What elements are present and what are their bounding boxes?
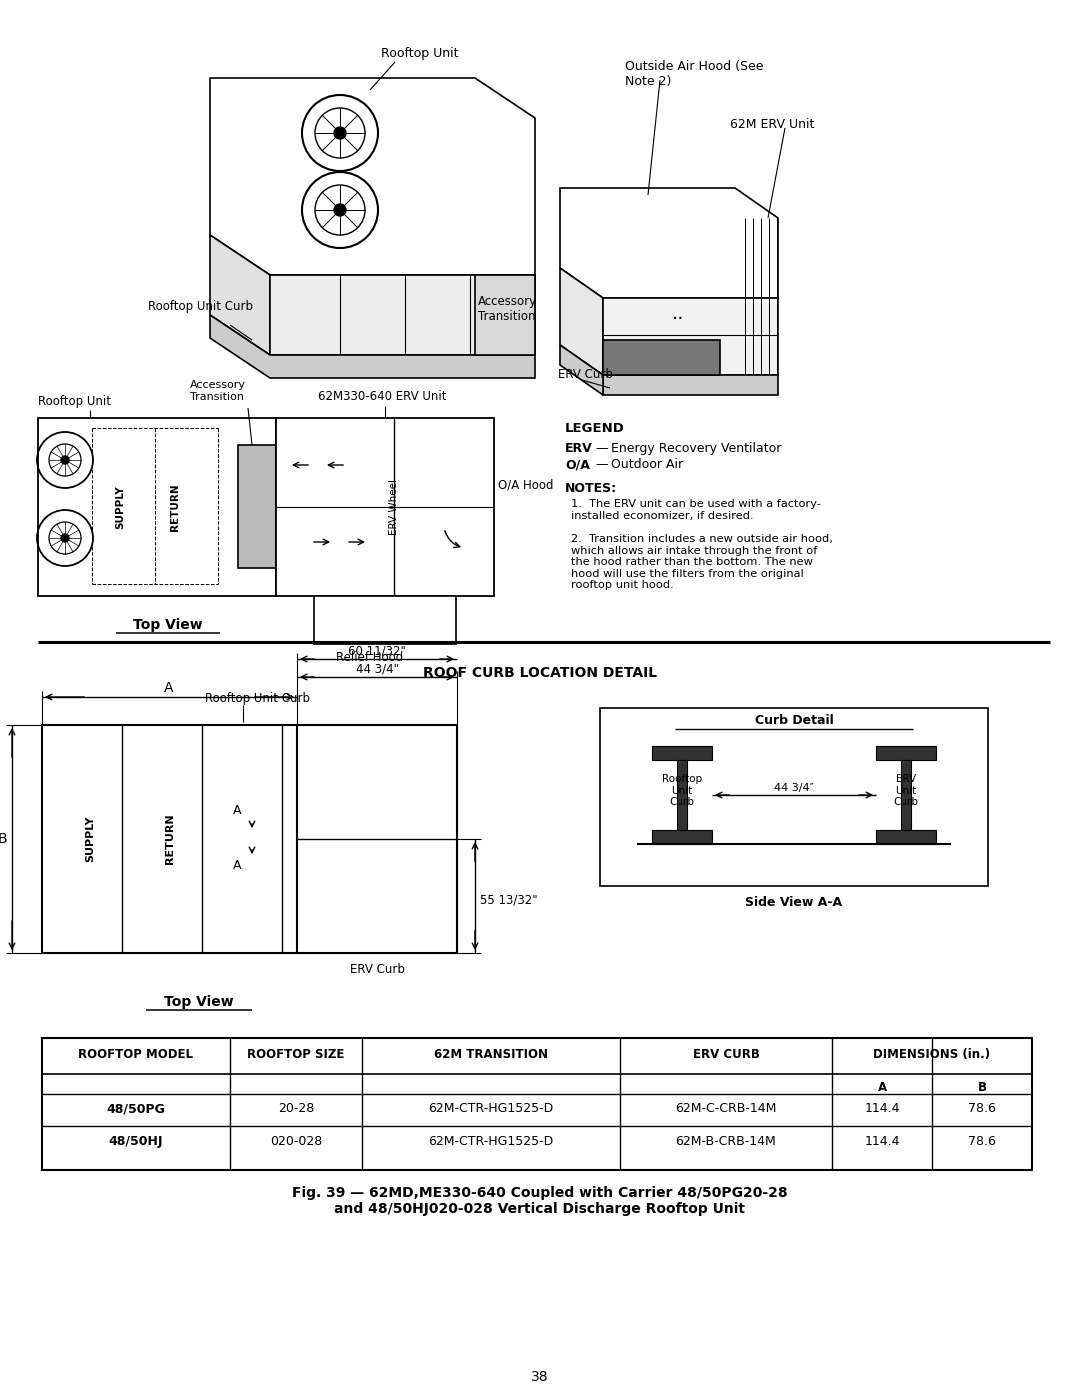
Text: Top View: Top View	[133, 617, 203, 631]
Bar	[652, 830, 712, 844]
Text: 2.  Transition includes a new outside air hood,
which allows air intake through : 2. Transition includes a new outside air…	[571, 534, 833, 591]
Text: NOTES:: NOTES:	[565, 482, 617, 495]
Text: Accessory
Transition: Accessory Transition	[478, 295, 537, 323]
Text: ··: ··	[672, 310, 685, 330]
Text: ROOFTOP MODEL: ROOFTOP MODEL	[79, 1048, 193, 1060]
Polygon shape	[475, 275, 535, 355]
Circle shape	[60, 455, 69, 464]
Text: Energy Recovery Ventilator: Energy Recovery Ventilator	[611, 441, 781, 455]
Text: Relief Hood: Relief Hood	[336, 651, 404, 664]
Text: B: B	[977, 1081, 986, 1094]
Text: DIMENSIONS (in.): DIMENSIONS (in.)	[874, 1048, 990, 1060]
Bar	[314, 597, 456, 644]
Text: B: B	[0, 833, 6, 847]
Text: 48/50HJ: 48/50HJ	[109, 1134, 163, 1148]
Text: 55 13/32": 55 13/32"	[480, 894, 538, 907]
Text: Fig. 39 — 62MD,ME330-640 Coupled with Carrier 48/50PG20-28
and 48/50HJ020-028 Ve: Fig. 39 — 62MD,ME330-640 Coupled with Ca…	[293, 1186, 787, 1217]
Text: 44 3/4″: 44 3/4″	[774, 782, 814, 793]
Text: ERV: ERV	[565, 441, 593, 455]
Text: LEGEND: LEGEND	[565, 422, 625, 434]
Text: Curb Detail: Curb Detail	[755, 714, 834, 726]
Text: 48/50PG: 48/50PG	[107, 1102, 165, 1115]
Text: Rooftop Unit Curb: Rooftop Unit Curb	[205, 692, 310, 705]
Text: 44 3/4": 44 3/4"	[355, 662, 399, 675]
Text: SUPPLY: SUPPLY	[114, 485, 125, 529]
Bar	[38, 418, 276, 597]
Text: 62M-C-CRB-14M: 62M-C-CRB-14M	[675, 1102, 777, 1115]
Text: ERV Curb: ERV Curb	[350, 963, 404, 977]
Text: Top View: Top View	[164, 995, 233, 1009]
Bar	[238, 446, 276, 569]
Text: Rooftop Unit: Rooftop Unit	[381, 47, 459, 60]
Text: 020-028: 020-028	[270, 1134, 322, 1148]
Text: RETURN: RETURN	[165, 813, 175, 865]
Text: 114.4: 114.4	[864, 1102, 900, 1115]
Polygon shape	[561, 268, 603, 374]
Text: Rooftop Unit: Rooftop Unit	[38, 395, 111, 408]
Text: 62M-CTR-HG1525-D: 62M-CTR-HG1525-D	[429, 1134, 554, 1148]
Text: A: A	[233, 805, 241, 817]
Text: 78.6: 78.6	[968, 1134, 996, 1148]
Text: SUPPLY: SUPPLY	[85, 816, 95, 862]
Text: O/A Hood: O/A Hood	[498, 479, 554, 492]
Text: —: —	[595, 458, 607, 471]
Text: 20-28: 20-28	[278, 1102, 314, 1115]
Bar	[42, 1038, 1032, 1171]
Text: 62M330-640 ERV Unit: 62M330-640 ERV Unit	[318, 390, 446, 402]
Text: A: A	[877, 1081, 887, 1094]
Text: ERV Curb: ERV Curb	[558, 367, 612, 381]
Polygon shape	[603, 298, 778, 374]
Bar	[276, 418, 494, 597]
Bar	[42, 725, 457, 953]
Polygon shape	[210, 78, 535, 275]
Polygon shape	[270, 275, 535, 355]
Text: Outdoor Air: Outdoor Air	[611, 458, 684, 471]
Text: 1.  The ERV unit can be used with a factory-
installed economizer, if desired.: 1. The ERV unit can be used with a facto…	[571, 499, 821, 521]
Text: O/A: O/A	[565, 458, 590, 471]
Text: 62M-B-CRB-14M: 62M-B-CRB-14M	[676, 1134, 777, 1148]
Text: ROOFTOP SIZE: ROOFTOP SIZE	[247, 1048, 345, 1060]
Text: 78.6: 78.6	[968, 1102, 996, 1115]
Polygon shape	[210, 314, 535, 379]
Text: 62M ERV Unit: 62M ERV Unit	[730, 117, 814, 131]
Bar	[876, 830, 936, 844]
Text: Rooftop Unit Curb: Rooftop Unit Curb	[148, 300, 253, 313]
Circle shape	[60, 534, 69, 542]
Bar	[652, 746, 712, 760]
Text: A: A	[233, 859, 241, 872]
Polygon shape	[561, 345, 603, 395]
Circle shape	[334, 127, 346, 138]
Text: 62M-CTR-HG1525-D: 62M-CTR-HG1525-D	[429, 1102, 554, 1115]
Text: Side View A-A: Side View A-A	[745, 895, 842, 909]
Text: Rooftop
Unit
Curb: Rooftop Unit Curb	[662, 774, 702, 807]
Polygon shape	[561, 189, 778, 298]
Text: 62M TRANSITION: 62M TRANSITION	[434, 1048, 548, 1060]
Text: ERV CURB: ERV CURB	[692, 1048, 759, 1060]
Polygon shape	[210, 235, 270, 355]
Bar	[876, 746, 936, 760]
Text: 114.4: 114.4	[864, 1134, 900, 1148]
Text: Accessory
Transition: Accessory Transition	[190, 380, 246, 402]
Text: —: —	[595, 441, 607, 455]
Bar	[901, 760, 912, 830]
Text: Outside Air Hood (See
Note 2): Outside Air Hood (See Note 2)	[625, 60, 764, 88]
Text: A: A	[164, 680, 174, 694]
Circle shape	[334, 204, 346, 217]
Text: ROOF CURB LOCATION DETAIL: ROOF CURB LOCATION DETAIL	[423, 666, 657, 680]
Text: RETURN: RETURN	[170, 483, 180, 531]
Polygon shape	[603, 374, 778, 395]
Bar	[677, 760, 687, 830]
Bar	[297, 725, 457, 953]
Text: ERV
Unit
Curb: ERV Unit Curb	[893, 774, 918, 807]
Polygon shape	[603, 339, 720, 374]
Text: ERV Wheel: ERV Wheel	[389, 479, 399, 535]
Bar	[600, 708, 988, 886]
Text: 38: 38	[531, 1370, 549, 1384]
Text: 60 11/32": 60 11/32"	[348, 644, 406, 657]
